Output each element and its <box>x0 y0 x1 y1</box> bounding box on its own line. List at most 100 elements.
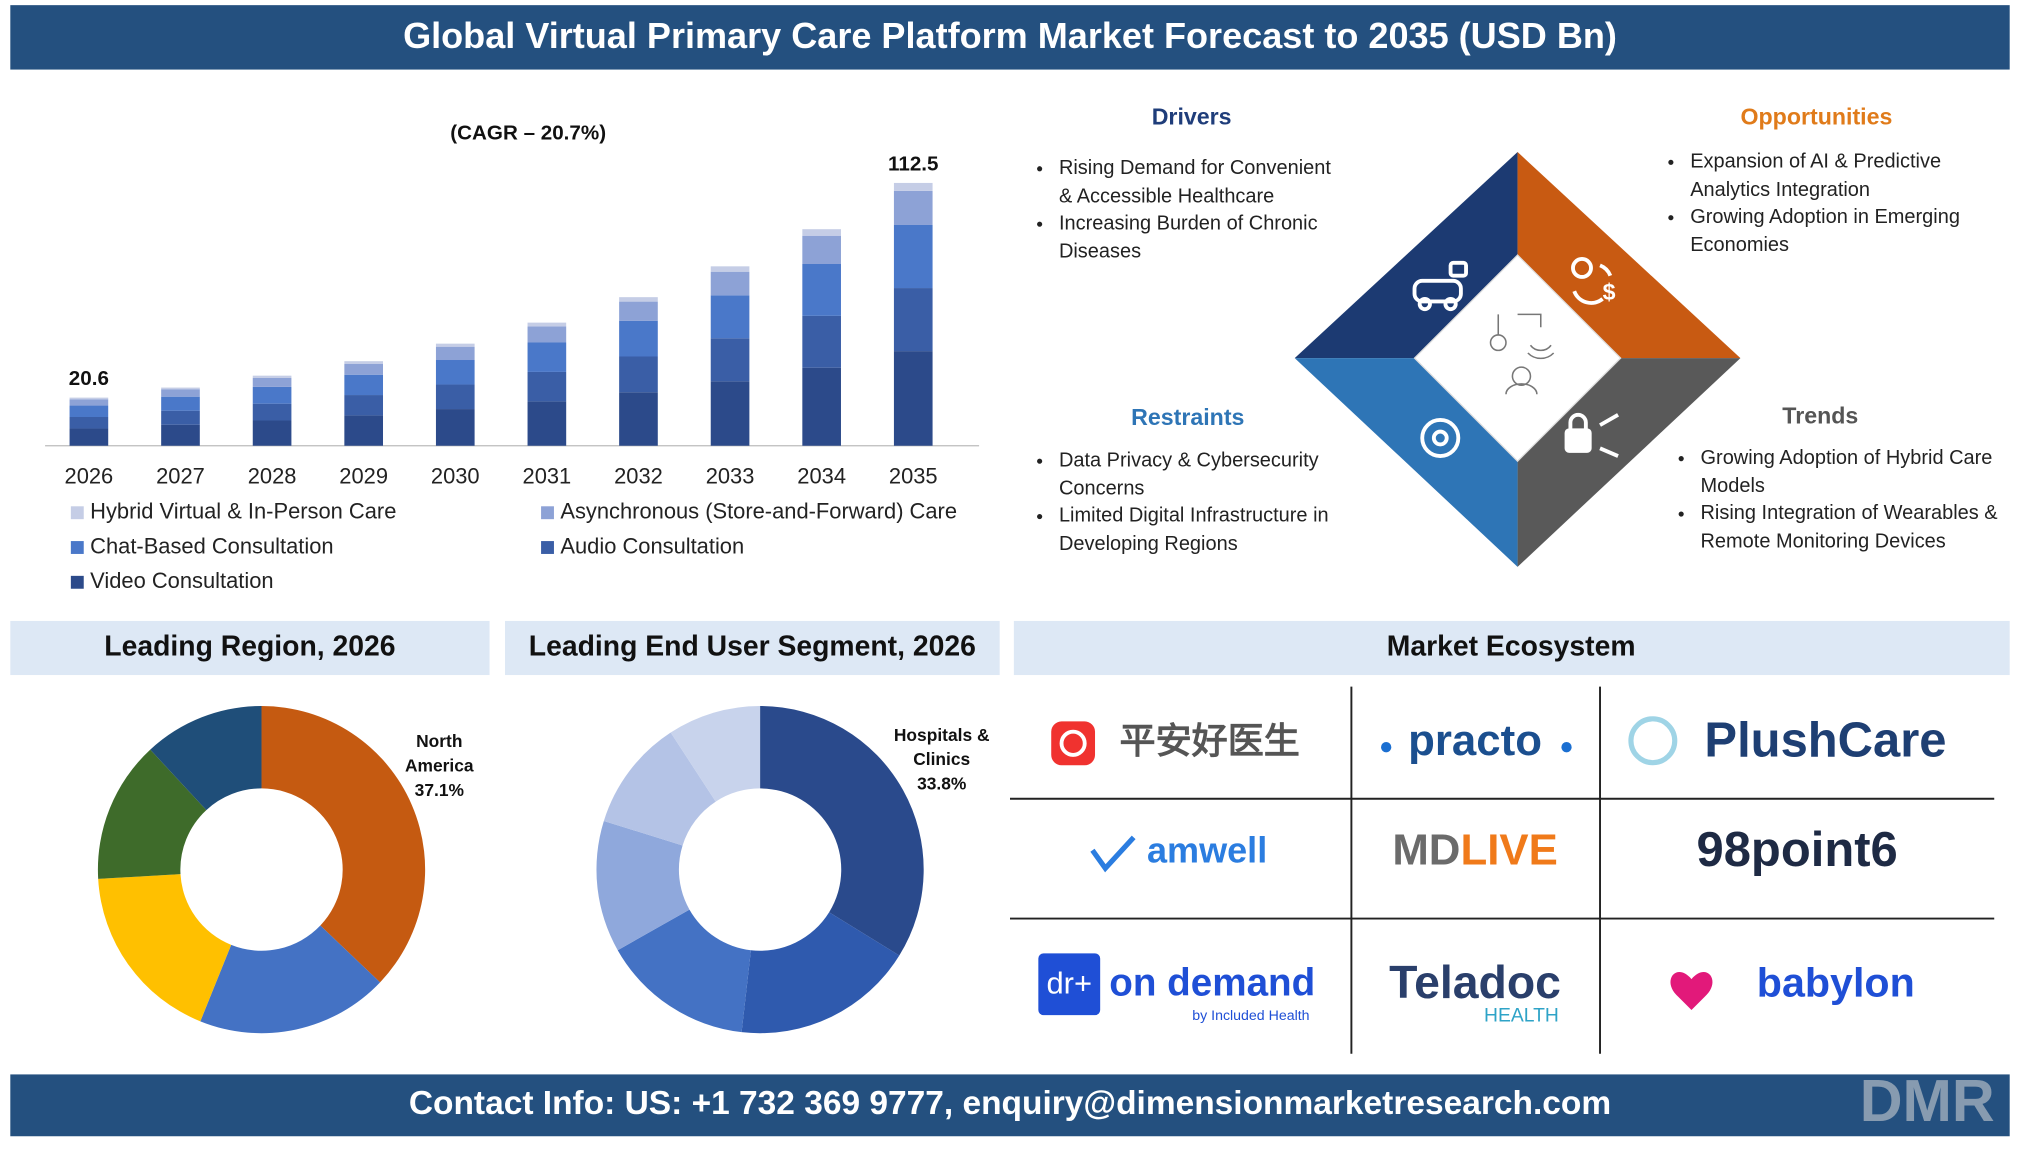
bar-segment <box>252 420 292 446</box>
bar-segment <box>69 397 109 400</box>
section-title: Trends <box>1782 403 1858 429</box>
bar-segment <box>893 351 933 446</box>
section-title: Opportunities <box>1741 104 1893 130</box>
company-logo: MDLIVE <box>1392 825 1557 874</box>
bar-segment <box>710 266 750 272</box>
panel-header <box>10 620 490 676</box>
chart-annotation: (CAGR – 20.7%) <box>450 121 606 144</box>
list: Growing Adoption of Hybrid Care ModelsRi… <box>1672 444 2007 555</box>
ecosystem-title: Market Ecosystem <box>1387 630 1636 662</box>
bar-segment <box>344 361 384 364</box>
bar-segment <box>344 363 384 375</box>
quadrant-icons: $ <box>1412 257 1620 458</box>
company-logo: on demand <box>1109 962 1315 1005</box>
bar-segment <box>710 295 750 339</box>
bullet-item: Rising Integration of Wearables & Remote… <box>1698 500 2007 555</box>
legend-swatch <box>70 506 84 520</box>
company-logo: amwell <box>1147 829 1267 870</box>
donut-slice <box>603 732 716 846</box>
bar-segment <box>69 405 109 418</box>
legend-swatch <box>70 541 84 554</box>
bar-segment <box>69 399 109 406</box>
x-tick-label: 2029 <box>339 464 388 489</box>
bar-segment <box>252 386 292 404</box>
bar-segment <box>802 367 841 446</box>
page-title: Global Virtual Primary Care Platform Mar… <box>403 15 1617 56</box>
bullet-item: Growing Adoption of Hybrid Care Models <box>1698 444 2007 499</box>
donut-slice <box>98 874 232 1022</box>
bar-segment <box>527 326 567 343</box>
data-label-category: North America <box>404 731 474 776</box>
company-logo: practo <box>1408 716 1542 765</box>
x-tick-label: 2027 <box>156 464 205 489</box>
bar-segment <box>344 415 384 446</box>
donut-slice <box>596 820 690 951</box>
legend-swatch <box>541 541 554 554</box>
donut-slice <box>760 705 924 956</box>
data-label: North America 37.1% <box>388 729 491 802</box>
bar-segment <box>802 263 841 316</box>
section-title: Drivers <box>1152 104 1232 130</box>
x-tick-label: 2034 <box>797 464 846 489</box>
donut-slice <box>97 749 207 879</box>
legend-label: Video Consultation <box>90 568 273 593</box>
company-logo: PlushCare <box>1704 713 1946 767</box>
ecosystem-grid <box>1009 686 1995 1054</box>
data-label-category: Hospitals & Clinics <box>893 725 990 770</box>
list: Data Privacy & Cybersecurity ConcernsLim… <box>1031 447 1340 558</box>
x-tick-label: 2026 <box>65 464 114 489</box>
bar-segment <box>161 389 200 397</box>
bar-segment <box>710 338 750 382</box>
bar-segment <box>161 387 200 390</box>
data-label-value: 37.1% <box>414 780 464 801</box>
panel-header <box>1013 620 2010 676</box>
data-label: Hospitals & Clinics 33.8% <box>890 723 993 796</box>
bar-segment <box>252 403 292 421</box>
data-label-value: 33.8% <box>917 774 967 794</box>
bar-segment <box>710 271 750 296</box>
trends-quadrant <box>1517 358 1741 567</box>
bar-segment <box>252 375 292 378</box>
contact-info: Contact Info: US: +1 732 369 9777, enqui… <box>409 1085 1611 1122</box>
bar-segment <box>619 356 658 393</box>
donut-slice <box>670 705 761 802</box>
bar-segment <box>893 224 933 289</box>
donut-slice <box>150 705 262 811</box>
bar-segment <box>710 381 750 446</box>
panel-header <box>504 620 1000 676</box>
center-icon <box>1489 313 1555 395</box>
donut-slice <box>261 705 426 983</box>
panel-title: Leading Region, 2026 <box>104 630 395 662</box>
bullet-list: Expansion of AI & Predictive Analytics I… <box>1662 148 1997 259</box>
bullet-list: Data Privacy & Cybersecurity ConcernsLim… <box>1031 447 1340 558</box>
svg-text:$: $ <box>1603 279 1616 305</box>
bullet-item: Growing Adoption in Emerging Economies <box>1688 204 1997 259</box>
bar-segment <box>161 410 200 425</box>
bullet-list: Rising Demand for Convenient & Accessibl… <box>1031 155 1334 266</box>
bar-segment <box>252 377 292 387</box>
donut-slice <box>617 909 751 1033</box>
company-logo: Teladoc <box>1389 956 1561 1008</box>
bar-segment <box>619 392 658 446</box>
bar-segment <box>527 401 567 446</box>
logo-marks <box>1038 716 1713 1016</box>
total-label: 112.5 <box>888 152 938 175</box>
x-tick-label: 2031 <box>523 464 572 489</box>
bar-segment <box>802 229 841 236</box>
bar-segment <box>893 190 933 225</box>
bar-segment <box>161 424 200 446</box>
legend-label: Audio Consultation <box>560 533 744 558</box>
legend-label: Asynchronous (Store-and-Forward) Care <box>560 499 957 524</box>
bar-segment <box>435 346 475 361</box>
bar-segment <box>527 342 567 372</box>
donut-slice <box>200 925 381 1034</box>
list: Rising Demand for Convenient & Accessibl… <box>1031 155 1334 266</box>
footer-bar <box>10 1074 2010 1137</box>
legend-label: Chat-Based Consultation <box>90 533 333 558</box>
total-label: 20.6 <box>69 367 109 390</box>
panel-title: Leading End User Segment, 2026 <box>529 630 976 662</box>
bar-segment <box>435 384 475 410</box>
center-diamond <box>1413 254 1622 463</box>
